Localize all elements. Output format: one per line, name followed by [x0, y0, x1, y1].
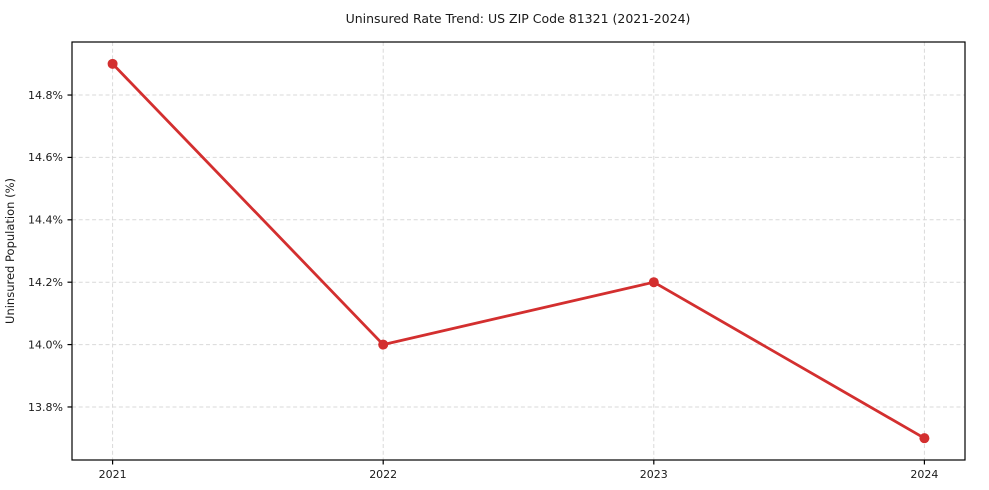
series-layer [107, 58, 930, 444]
x-tick-label: 2023 [640, 468, 668, 481]
data-point-marker [919, 433, 930, 444]
x-tick-label: 2021 [99, 468, 127, 481]
data-point-marker [378, 339, 389, 350]
data-point-marker [648, 277, 659, 288]
plot-border [71, 41, 966, 461]
y-tick-label: 14.4% [28, 214, 63, 227]
y-tick-label: 14.2% [28, 276, 63, 289]
y-tick-label: 14.8% [28, 89, 63, 102]
y-tick-label: 13.8% [28, 401, 63, 414]
x-tick-label: 2024 [910, 468, 938, 481]
x-tick-label: 2022 [369, 468, 397, 481]
axis-layer: 13.8% 14.0% 14.2% 14.4% 14.6% 14.8% 2021 2022 20… [28, 89, 938, 481]
grid-layer [72, 42, 965, 460]
y-tick-label: 14.0% [28, 338, 63, 351]
y-axis-label: Uninsured Population (%) [3, 178, 17, 324]
y-tick-label: 14.6% [28, 151, 63, 164]
data-point-marker [107, 58, 118, 69]
series-line [111, 62, 926, 440]
chart-title: Uninsured Rate Trend: US ZIP Code 81321 … [346, 11, 691, 26]
